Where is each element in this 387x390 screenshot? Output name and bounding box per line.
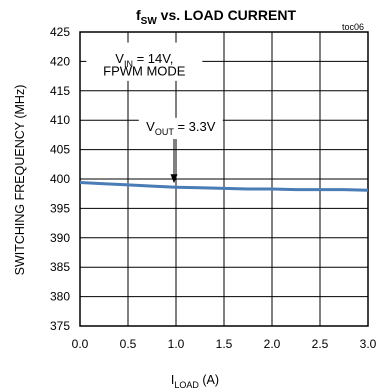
y-tick-label: 375 xyxy=(50,319,70,333)
x-axis-label: ILOAD (A) xyxy=(171,373,219,390)
annotation-output-voltage: VOUT = 3.3V xyxy=(138,117,223,184)
annotation-input-condition: VIN = 14V, FPWM MODE xyxy=(86,42,203,81)
y-tick-label: 420 xyxy=(50,54,70,68)
annotation-vout-background xyxy=(138,117,223,140)
chart-title-sub: SW xyxy=(141,16,158,27)
series-group xyxy=(79,181,369,192)
y-tick-label: 410 xyxy=(50,113,70,127)
x-axis-label-rest: (A) xyxy=(199,373,219,387)
chart-code: toc06 xyxy=(342,22,364,32)
x-tick-label: 0.0 xyxy=(72,337,89,351)
plot-frame xyxy=(79,31,369,327)
x-tick-label: 3.0 xyxy=(360,337,377,351)
annotation-vout-main: V xyxy=(146,119,155,134)
y-tick-label: 390 xyxy=(50,231,70,245)
annotation-vout-sub: OUT xyxy=(155,127,175,137)
x-tick-label: 1.0 xyxy=(168,337,185,351)
x-axis-label-main: I xyxy=(171,373,174,387)
x-tick-label: 1.5 xyxy=(216,337,233,351)
y-tick-label: 385 xyxy=(50,260,70,274)
x-tick-label: 2.0 xyxy=(264,337,281,351)
chart-title-main: f xyxy=(136,7,141,23)
annotation-input-background xyxy=(86,42,203,81)
annotation-arrow-head xyxy=(170,174,178,184)
annotation-vin-rest: = 14V, xyxy=(133,51,173,66)
series-line xyxy=(79,181,369,192)
x-ticks: 0.0 0.5 1.0 1.5 2.0 2.5 3.0 xyxy=(72,337,377,351)
annotation-mode: FPWM MODE xyxy=(103,64,186,79)
chart-title: fSW vs. LOAD CURRENT xyxy=(136,7,296,27)
y-tick-label: 395 xyxy=(50,201,70,215)
x-tick-label: 0.5 xyxy=(120,337,137,351)
annotation-vin: VIN = 14V, xyxy=(115,51,173,69)
y-tick-label: 415 xyxy=(50,84,70,98)
chart-title-rest: vs. LOAD CURRENT xyxy=(157,7,297,23)
y-tick-label: 380 xyxy=(50,290,70,304)
x-tick-label: 2.5 xyxy=(312,337,329,351)
annotation-vin-sub: IN xyxy=(124,59,133,69)
annotation-vout: VOUT = 3.3V xyxy=(146,119,216,137)
y-axis-label: SWITCHING FREQUENCY (MHz) xyxy=(13,85,27,276)
y-ticks: 375 380 385 390 395 400 405 410 415 420 425 xyxy=(50,25,70,333)
annotation-vout-rest: = 3.3V xyxy=(174,119,216,134)
annotation-vin-main: V xyxy=(115,51,124,66)
y-tick-label: 425 xyxy=(50,25,70,39)
y-tick-label: 400 xyxy=(50,172,70,186)
x-axis-label-sub: LOAD xyxy=(174,380,199,390)
y-tick-label: 405 xyxy=(50,143,70,157)
